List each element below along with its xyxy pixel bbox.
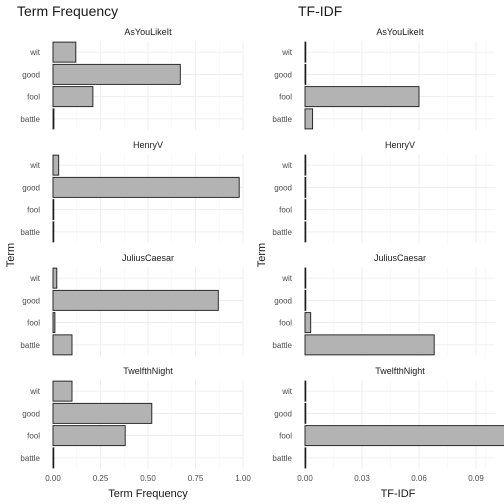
y-tick-label: fool	[279, 432, 292, 441]
facet-strip-label: AsYouLikeIt	[376, 27, 424, 37]
bar	[53, 42, 76, 62]
facet-strip-label: JuliusCaesar	[122, 253, 174, 263]
bar	[53, 381, 72, 401]
y-tick-label: battle	[20, 115, 40, 124]
x-tick-label: 0.00	[45, 474, 61, 483]
bar	[305, 448, 306, 468]
y-tick-label: battle	[20, 341, 40, 350]
y-tick-label: wit	[29, 48, 41, 57]
y-tick-label: good	[22, 296, 40, 305]
y-tick-label: fool	[27, 93, 40, 102]
bar	[305, 87, 419, 107]
y-tick-label: battle	[272, 341, 292, 350]
x-tick-label: 0.25	[93, 474, 109, 483]
y-tick-label: battle	[272, 228, 292, 237]
x-tick-label: 0.50	[140, 474, 156, 483]
bar	[53, 109, 54, 129]
x-axis-label: TF-IDF	[381, 488, 416, 500]
y-tick-label: fool	[27, 319, 40, 328]
bar	[305, 403, 306, 423]
y-tick-label: fool	[27, 432, 40, 441]
bar	[305, 155, 306, 175]
x-tick-label: 0.09	[468, 474, 484, 483]
bar	[53, 403, 152, 423]
bar	[305, 64, 306, 84]
y-tick-label: good	[22, 70, 40, 79]
facet-strip-label: HenryV	[385, 140, 415, 150]
bar	[305, 426, 504, 446]
bar	[305, 290, 306, 310]
facet-strip-label: AsYouLikeIt	[124, 27, 172, 37]
facet-strip-label: HenryV	[133, 140, 163, 150]
x-axis-label: Term Frequency	[108, 488, 188, 500]
chart-title: TF-IDF	[298, 3, 342, 19]
chart-title: Term Frequency	[17, 3, 118, 19]
y-tick-label: fool	[27, 206, 40, 215]
y-tick-label: good	[274, 70, 292, 79]
bar	[53, 200, 54, 220]
bar	[305, 313, 311, 333]
bar	[305, 109, 313, 129]
bar	[53, 313, 55, 333]
bar	[53, 87, 93, 107]
x-tick-label: 1.00	[235, 474, 251, 483]
bar	[53, 177, 239, 197]
bar	[53, 290, 218, 310]
bar	[53, 155, 59, 175]
y-tick-label: wit	[281, 48, 293, 57]
bar	[305, 268, 306, 288]
bar	[305, 200, 306, 220]
bar	[305, 335, 434, 355]
y-axis-label: Term	[256, 243, 268, 267]
y-tick-label: battle	[20, 228, 40, 237]
bar	[53, 426, 125, 446]
y-tick-label: battle	[272, 115, 292, 124]
y-tick-label: wit	[281, 387, 293, 396]
y-tick-label: wit	[281, 274, 293, 283]
y-tick-label: good	[274, 296, 292, 305]
y-tick-label: good	[274, 183, 292, 192]
y-axis-label: Term	[5, 243, 17, 267]
y-tick-label: wit	[29, 274, 41, 283]
bar	[305, 381, 306, 401]
y-tick-label: battle	[272, 454, 292, 463]
x-tick-label: 0.06	[411, 474, 427, 483]
y-tick-label: battle	[20, 454, 40, 463]
facet-strip-label: TwelfthNight	[375, 366, 425, 376]
y-tick-label: fool	[279, 206, 292, 215]
bar	[53, 268, 57, 288]
y-tick-label: wit	[29, 387, 41, 396]
y-tick-label: good	[22, 183, 40, 192]
bar	[53, 448, 54, 468]
facet-strip-label: TwelfthNight	[123, 366, 173, 376]
bar	[305, 222, 306, 242]
x-tick-label: 0.75	[188, 474, 204, 483]
bar	[305, 42, 306, 62]
y-tick-label: fool	[279, 93, 292, 102]
y-tick-label: good	[274, 409, 292, 418]
bar	[53, 64, 180, 84]
facet-strip-label: JuliusCaesar	[374, 253, 426, 263]
y-tick-label: wit	[29, 161, 41, 170]
x-tick-label: 0.00	[297, 474, 313, 483]
bar	[53, 222, 54, 242]
bar	[305, 177, 306, 197]
y-tick-label: wit	[281, 161, 293, 170]
x-tick-label: 0.03	[354, 474, 370, 483]
y-tick-label: fool	[279, 319, 292, 328]
bar	[53, 335, 72, 355]
y-tick-label: good	[22, 409, 40, 418]
